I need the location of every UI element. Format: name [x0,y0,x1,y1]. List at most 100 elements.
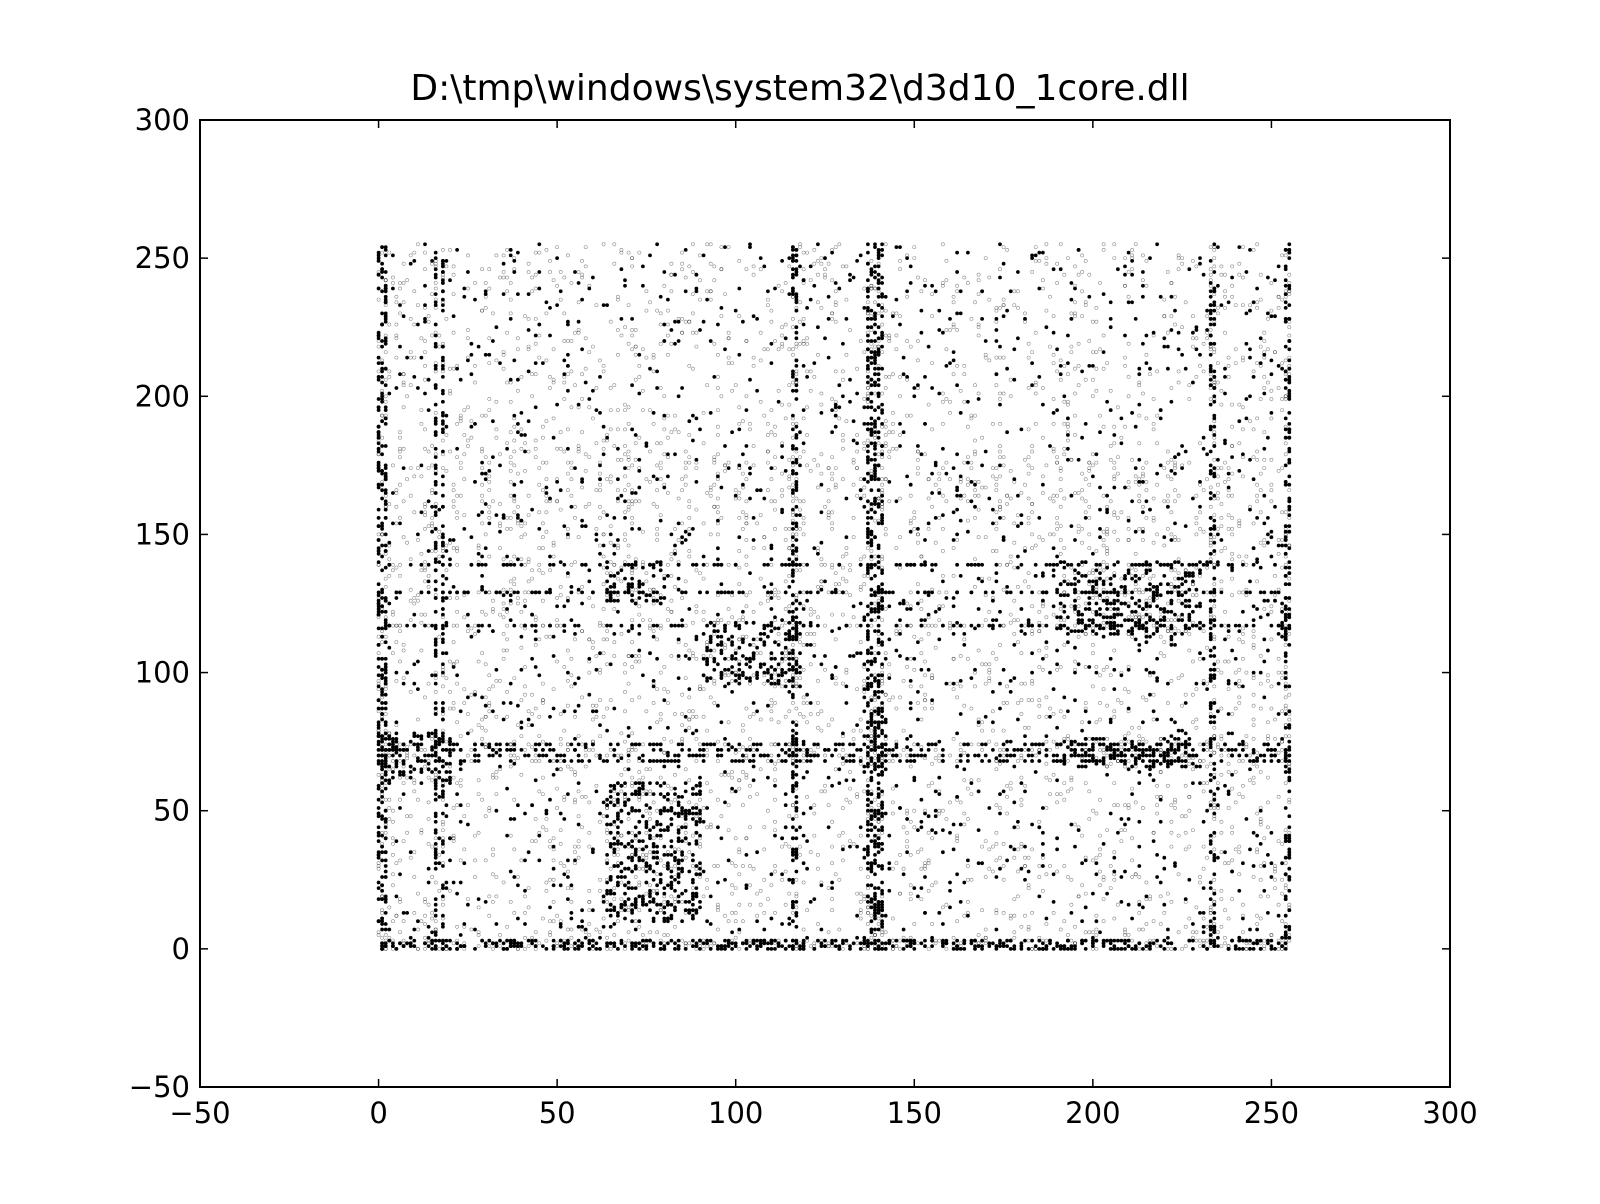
data-point [1130,875,1135,879]
data-point [1083,930,1088,935]
data-point [573,800,577,805]
data-point [1041,667,1045,672]
data-point [987,662,992,667]
data-point [819,728,824,733]
data-point [1016,513,1020,518]
data-point [823,783,827,788]
data-point [991,844,995,849]
data-point [994,618,999,623]
data-point [716,424,720,429]
data-point [980,435,985,440]
data-point [730,930,735,935]
data-point [551,278,556,283]
data-point [769,665,774,669]
data-point [830,783,835,788]
data-point [1162,543,1167,548]
data-point [823,336,827,341]
data-point [541,825,545,830]
data-point [712,374,717,379]
data-point [1237,419,1242,424]
data-point [708,822,713,827]
data-point [641,673,645,678]
data-point [1137,902,1142,907]
data-point [1276,681,1281,686]
data-point [398,286,402,291]
data-point [1123,333,1127,338]
data-point [1191,344,1195,349]
data-point [1037,250,1042,255]
data-point [933,289,938,294]
data-point [926,521,931,526]
data-point [394,670,399,675]
data-point [594,927,599,932]
data-point [641,759,645,763]
data-point [1233,670,1238,675]
data-point [673,549,677,553]
data-point [926,632,931,636]
data-point [694,728,699,733]
data-point [805,692,810,697]
data-point [1187,795,1192,799]
data-point [476,659,481,664]
data-point [994,316,999,321]
data-point [1173,806,1177,810]
data-point [698,844,702,849]
data-point [1230,527,1235,531]
data-point [1269,397,1274,401]
data-point [1151,330,1156,335]
data-point [701,618,706,623]
data-point [598,562,602,567]
data-point [448,449,452,454]
data-point [701,714,706,719]
data-point [455,659,460,664]
data-point [412,510,417,515]
data-point [533,455,538,460]
data-point [1237,554,1242,559]
data-point [1244,670,1249,675]
data-point [1255,607,1260,611]
data-point [1233,847,1238,852]
data-point [973,626,977,631]
data-point [1098,281,1102,285]
data-point [483,352,488,357]
data-point [598,358,602,363]
data-point [587,350,592,355]
data-point [1130,786,1135,791]
data-point [666,333,670,338]
data-point [533,333,538,338]
data-point [966,281,970,285]
data-point [1073,645,1077,650]
data-point [844,546,849,551]
data-point [669,272,674,277]
data-point [1119,745,1124,750]
data-point [1016,825,1020,830]
data-point [1137,413,1142,418]
data-point [426,408,431,413]
data-point [666,413,670,418]
data-point [1041,286,1045,291]
data-point [898,433,902,437]
data-point [648,408,652,413]
data-point [1144,880,1149,885]
data-point [994,305,999,310]
data-point [573,330,577,335]
data-point [587,800,592,805]
data-point [919,667,924,672]
data-point [1241,405,1245,410]
data-point [1205,687,1210,692]
data-point [919,886,924,891]
data-point [1226,792,1231,797]
data-point [437,554,442,559]
data-point [401,261,406,266]
data-point [523,922,527,926]
data-point [569,504,574,509]
data-point [594,709,599,714]
data-point [826,294,831,299]
data-point [598,477,602,482]
data-point [412,875,417,879]
data-point [1226,806,1231,810]
data-point [480,797,485,802]
data-point [594,441,599,446]
data-point [1237,792,1242,797]
data-point [623,408,627,413]
